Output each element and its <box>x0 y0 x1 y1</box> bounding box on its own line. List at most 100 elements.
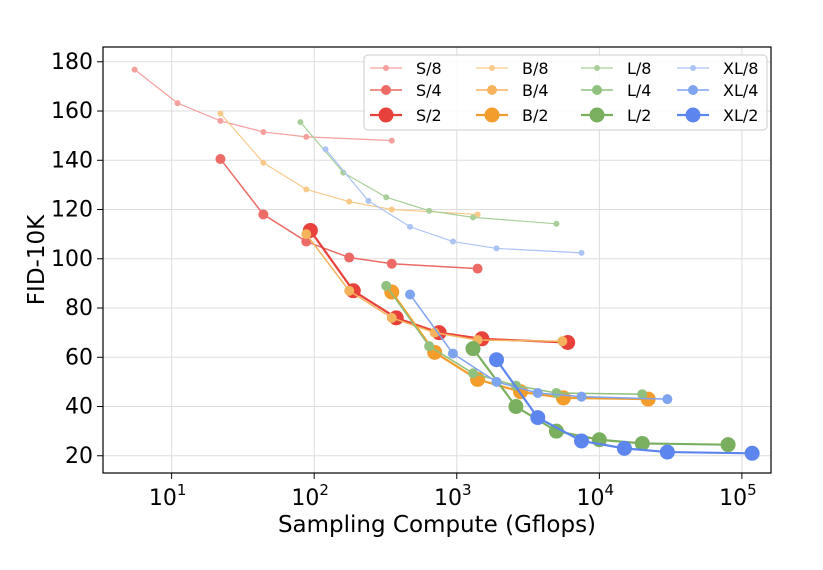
legend-marker <box>383 65 389 71</box>
data-point <box>386 258 397 269</box>
x-tick-exponent: 2 <box>319 481 329 499</box>
legend-marker <box>589 107 605 123</box>
data-point <box>131 66 138 73</box>
data-point <box>365 197 372 204</box>
legend-marker <box>594 65 600 71</box>
data-point <box>344 252 355 263</box>
data-point <box>720 437 736 453</box>
x-axis-label: Sampling Compute (Gflops) <box>278 512 596 538</box>
data-point <box>616 440 632 456</box>
data-point <box>447 348 458 359</box>
legend-item: S/8 <box>370 59 442 78</box>
data-point <box>301 229 312 240</box>
legend-label: B/8 <box>522 59 549 78</box>
y-tick-label: 180 <box>51 50 93 75</box>
series-line <box>495 359 753 455</box>
legend-item: XL/8 <box>677 59 758 78</box>
series-line <box>309 229 568 344</box>
legend-item: L/4 <box>581 81 651 100</box>
data-point <box>465 341 481 357</box>
legend-marker <box>378 107 394 123</box>
legend-item: XL/4 <box>677 81 758 100</box>
data-point <box>578 249 585 256</box>
series-line <box>220 113 478 216</box>
data-point <box>303 133 310 140</box>
data-point <box>388 206 395 213</box>
data-point <box>474 211 481 218</box>
legend-label: S/4 <box>416 81 442 100</box>
x-tick-base: 10 <box>577 486 605 511</box>
series-line <box>134 69 392 142</box>
series-xl-4 <box>405 289 673 405</box>
data-point <box>574 433 590 449</box>
legend-item: L/8 <box>581 59 651 78</box>
legend-item: B/8 <box>476 59 549 78</box>
legend-label: B/4 <box>522 81 549 100</box>
data-point <box>260 128 267 135</box>
data-point <box>383 194 390 201</box>
data-point <box>662 394 673 405</box>
legend-label: XL/4 <box>723 81 758 100</box>
series-line <box>299 121 557 225</box>
data-point <box>530 410 546 426</box>
data-point <box>322 146 329 153</box>
legend-item: L/2 <box>581 106 651 125</box>
data-point <box>472 263 483 274</box>
x-tick-label: 101 <box>149 481 187 511</box>
data-point <box>303 186 310 193</box>
legend-item: S/2 <box>370 106 442 125</box>
data-point <box>405 289 416 300</box>
data-point <box>344 285 355 296</box>
legend-item: B/4 <box>476 81 549 100</box>
data-point <box>217 117 224 124</box>
x-tick-exponent: 4 <box>605 481 615 499</box>
data-point <box>637 389 648 400</box>
series-xl-8 <box>322 146 585 256</box>
series-s-8 <box>131 66 395 144</box>
series-layer <box>131 66 760 461</box>
data-point <box>301 236 312 247</box>
legend-marker <box>489 65 495 71</box>
legend-item: B/2 <box>476 106 549 125</box>
x-tick-base: 10 <box>719 486 747 511</box>
x-tick-exponent: 5 <box>747 481 757 499</box>
data-point <box>258 209 269 220</box>
x-tick-base: 10 <box>149 486 177 511</box>
data-point <box>551 387 562 398</box>
y-tick-label: 160 <box>51 99 93 124</box>
legend-label: S/8 <box>416 59 442 78</box>
data-point <box>388 137 395 144</box>
y-tick-label: 20 <box>65 444 93 469</box>
data-point <box>491 376 502 387</box>
data-point <box>297 119 304 126</box>
x-tick-base: 10 <box>291 486 319 511</box>
series-line <box>325 148 582 254</box>
series-s-4 <box>215 154 483 274</box>
series-b-8 <box>217 110 481 218</box>
legend-marker <box>381 85 391 95</box>
data-point <box>407 223 414 230</box>
data-point <box>508 399 524 415</box>
y-tick-label: 100 <box>51 247 93 272</box>
data-point <box>346 198 353 205</box>
x-tick-label: 105 <box>719 481 757 511</box>
y-axis-label: FID-10K <box>24 214 50 305</box>
data-point <box>532 387 543 398</box>
legend-label: B/2 <box>522 106 549 125</box>
legend-marker <box>592 85 602 95</box>
legend-label: L/4 <box>627 81 651 100</box>
data-point <box>381 280 392 291</box>
data-point <box>426 207 433 214</box>
data-point <box>470 214 477 221</box>
data-point <box>553 220 560 227</box>
series-l-8 <box>297 119 560 227</box>
legend-marker <box>484 107 500 123</box>
y-tick-label: 140 <box>51 148 93 173</box>
y-tick-label: 60 <box>65 345 93 370</box>
data-point <box>468 368 479 379</box>
y-tick-label: 40 <box>65 395 93 420</box>
legend-item: S/4 <box>370 81 442 100</box>
series-line <box>305 233 563 343</box>
legend-label: XL/8 <box>723 59 758 78</box>
